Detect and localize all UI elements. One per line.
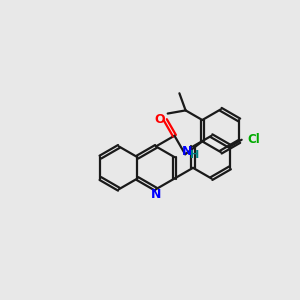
Text: N: N	[151, 188, 161, 201]
Text: N: N	[182, 146, 193, 158]
Text: O: O	[155, 113, 165, 127]
Text: Cl: Cl	[247, 133, 260, 146]
Text: H: H	[190, 150, 199, 160]
